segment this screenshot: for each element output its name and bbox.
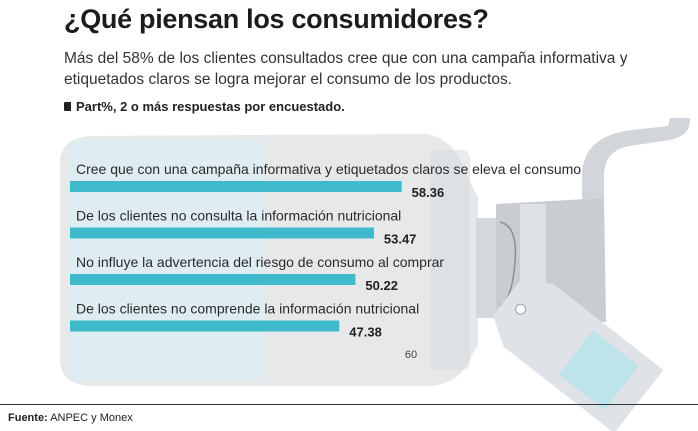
page-title: ¿Qué piensan los consumidores? [64, 4, 489, 34]
bar-value-label: 58.36 [412, 185, 445, 200]
bar [70, 274, 356, 285]
bar-value-label: 47.38 [349, 325, 382, 340]
source-label: Fuente: [8, 412, 48, 424]
footer-divider [0, 404, 698, 405]
bar-category-label: No influye la advertencia del riesgo de … [76, 254, 444, 270]
unit-note: Part%, 2 o más respuestas por encuestado… [64, 99, 345, 114]
source-note: Fuente: ANPEC y Monex [8, 412, 133, 424]
bar [70, 227, 374, 239]
tag-square [558, 330, 639, 411]
bottle-neck [476, 218, 498, 318]
price-tag [492, 280, 664, 431]
page-subtitle: Más del 58% de los clientes consultados … [64, 50, 628, 88]
source-text: ANPEC y Monex [50, 412, 133, 424]
pump-head [582, 118, 690, 200]
bar-category-label: Cree que con una campaña informativa y e… [76, 161, 581, 177]
bar-value-label: 50.22 [365, 278, 398, 293]
unit-note-marker-icon [64, 102, 71, 111]
bar-value-label: 53.47 [384, 232, 417, 247]
bottle-edge-shade [430, 150, 470, 370]
x-axis-tick-label: 60 [405, 349, 417, 361]
bar [70, 320, 340, 332]
bar [70, 181, 402, 192]
bottle-highlight [68, 140, 266, 380]
bar-category-label: De los clientes no comprende la informac… [76, 301, 419, 317]
unit-note-text: Part%, 2 o más respuestas por encuestado… [76, 99, 345, 114]
bar-category-label: De los clientes no consulta la informaci… [76, 208, 401, 224]
